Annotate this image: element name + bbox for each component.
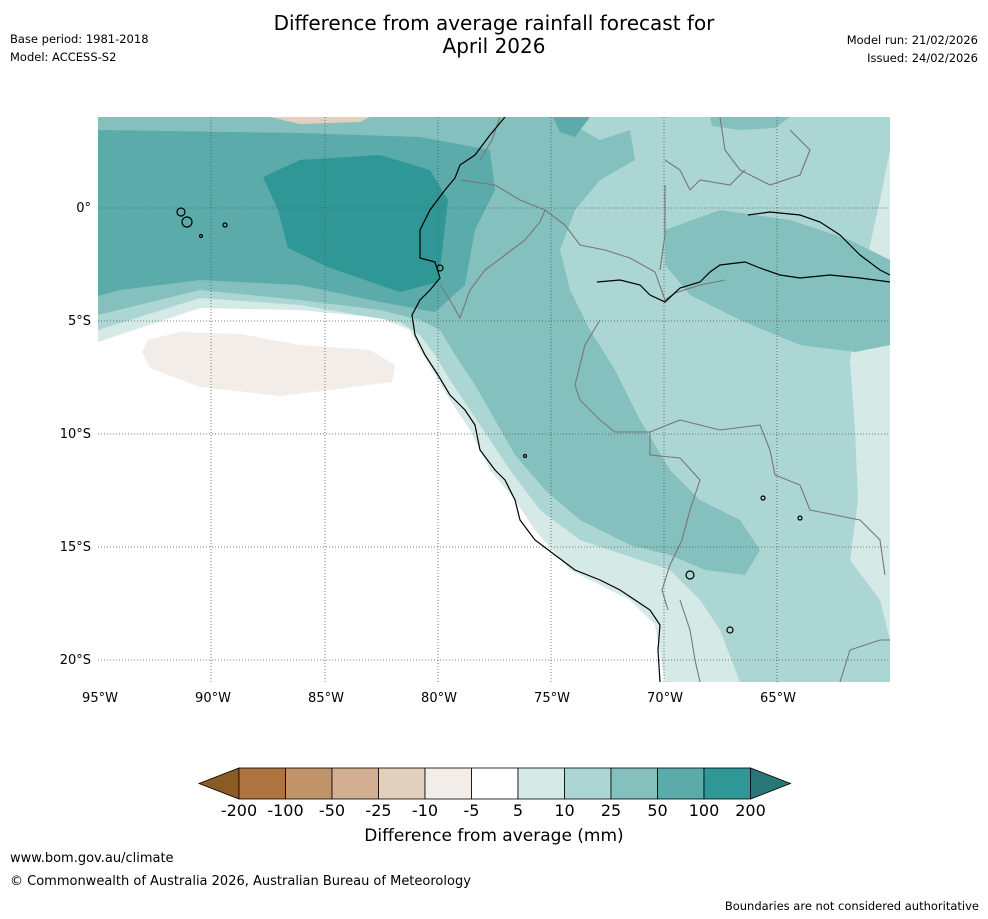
meta-left: Base period: 1981-2018 Model: ACCESS-S2: [10, 30, 149, 66]
colorbar-tick-label: 50: [647, 801, 667, 820]
contour-100-200: [263, 155, 448, 292]
colorbar-tick-label: 10: [554, 801, 574, 820]
colorbar-swatch: [657, 767, 705, 800]
colorbar: -200 -100 -50 -25 -10 -5 5 10 25 50 100 200: [197, 767, 792, 820]
meta-right: Model run: 21/02/2026 Issued: 24/02/2026: [847, 31, 978, 67]
map-area: [98, 117, 890, 682]
page-title: Difference from average rainfall forecas…: [0, 12, 988, 58]
lat-label-10s: 10°S: [60, 427, 91, 442]
colorbar-tick-label: -10: [412, 801, 438, 820]
colorbar-swatch: [238, 767, 286, 800]
contour-50-100-patch: [118, 188, 175, 252]
colorbar-swatch: [378, 767, 426, 800]
colorbar-swatch: [517, 767, 565, 800]
coastlines: [176, 117, 890, 682]
colorbar-swatch: [564, 767, 612, 800]
model-text: Model: ACCESS-S2: [10, 50, 117, 64]
lon-label-85w: 85°W: [308, 691, 344, 706]
colorbar-tick-label: 200: [735, 801, 766, 820]
colorbar-extend-low: [197, 767, 240, 800]
lon-label-70w: 70°W: [647, 691, 683, 706]
title-line-1: Difference from average rainfall forecas…: [273, 11, 715, 35]
colorbar-tick-label: -5: [464, 801, 480, 820]
lon-label-80w: 80°W: [421, 691, 457, 706]
lon-label-95w: 95°W: [82, 691, 118, 706]
colorbar-swatch: [610, 767, 658, 800]
longitude-labels: 95°W 90°W 85°W 80°W 75°W 70°W 65°W: [82, 691, 796, 706]
colorbar-tick-label: 100: [689, 801, 720, 820]
colorbar-tick-label: -25: [365, 801, 391, 820]
colorbar-extend-high: [750, 767, 792, 800]
title-line-2: April 2026: [442, 34, 546, 58]
colorbar-tick-label: -100: [267, 801, 303, 820]
lon-label-75w: 75°W: [534, 691, 570, 706]
lat-label-5s: 5°S: [68, 314, 91, 329]
contour-neg-top: [270, 117, 370, 124]
footer-copyright: © Commonwealth of Australia 2026, Austra…: [10, 874, 471, 889]
graticule: [98, 117, 890, 682]
colorbar-label: Difference from average (mm): [364, 826, 624, 846]
colorbar-tick-label: 25: [601, 801, 621, 820]
footer-note: Boundaries are not considered authoritat…: [724, 899, 979, 913]
lat-label-0: 0°: [76, 201, 91, 216]
lon-label-65w: 65°W: [760, 691, 796, 706]
colorbar-tick-label: -50: [319, 801, 345, 820]
colorbar-tick-label: -200: [221, 801, 257, 820]
colorbar-tick-label: 5: [513, 801, 523, 820]
footer-url: www.bom.gov.au/climate: [10, 851, 174, 866]
colorbar-swatch: [471, 767, 519, 800]
lon-label-90w: 90°W: [195, 691, 231, 706]
contour-25-50-east: [665, 210, 890, 352]
base-period-text: Base period: 1981-2018: [10, 32, 149, 46]
colorbar-swatch: [703, 767, 751, 800]
colorbar-swatch: [424, 767, 472, 800]
colorbar-swatch: [285, 767, 333, 800]
lat-label-15s: 15°S: [60, 540, 91, 555]
lat-label-20s: 20°S: [60, 653, 91, 668]
contour-25-50-north: [710, 117, 790, 130]
latitude-labels: 0° 5°S 10°S 15°S 20°S: [60, 201, 91, 668]
contour-neg-5-10: [142, 332, 395, 396]
contour-50-100-north: [553, 117, 590, 137]
issued-text: Issued: 24/02/2026: [867, 51, 978, 65]
colorbar-swatch: [331, 767, 379, 800]
model-run-text: Model run: 21/02/2026: [846, 33, 978, 47]
